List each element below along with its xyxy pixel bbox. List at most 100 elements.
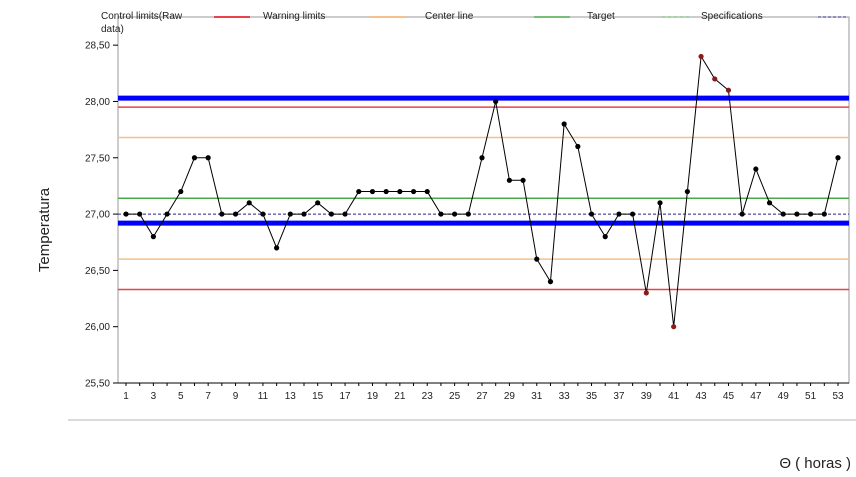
data-point	[493, 98, 499, 105]
data-point	[191, 155, 198, 161]
data-point	[356, 188, 362, 195]
data-point	[424, 188, 430, 195]
data-point	[588, 211, 595, 217]
data-point	[410, 188, 417, 195]
data-point	[465, 211, 471, 217]
legend-text-center: Center line	[425, 11, 474, 22]
data-point	[137, 211, 143, 217]
x-tick-label: 5	[178, 391, 184, 402]
x-tick-label: 35	[586, 391, 598, 402]
data-point	[753, 166, 759, 172]
x-tick-label: 19	[367, 391, 379, 402]
x-tick-label: 41	[668, 391, 680, 402]
x-tick-label: 11	[258, 391, 269, 402]
x-tick-label: 1	[123, 391, 129, 402]
data-point	[232, 211, 239, 217]
x-tick-label: 23	[422, 391, 434, 402]
x-tick-label: 21	[394, 391, 406, 402]
x-tick-label: 31	[531, 391, 543, 402]
x-tick-label: 51	[805, 391, 817, 402]
data-point	[684, 188, 690, 195]
data-point-out-of-control	[712, 76, 718, 82]
data-point	[616, 211, 622, 217]
data-point	[397, 188, 403, 195]
x-axis-ticks: 1 3 5 7 9 11 13 15 17 19 21 23 25 27 29 31 33 35 37 39 41 43 4…	[123, 383, 844, 402]
x-tick-label: 45	[723, 391, 735, 402]
data-point	[520, 177, 526, 183]
data-point	[506, 177, 512, 183]
y-tick-label: 27,00	[85, 210, 110, 221]
x-tick-label: 7	[205, 391, 211, 402]
x-tick-label: 13	[285, 391, 297, 402]
data-point	[342, 211, 348, 217]
plot-area	[117, 16, 850, 384]
data-point	[246, 200, 252, 206]
legend-text-control: Control limits(Raw	[101, 11, 183, 22]
data-point	[808, 211, 814, 217]
data-point-out-of-control	[698, 53, 704, 60]
x-tick-label: 49	[778, 391, 790, 402]
data-point	[780, 211, 786, 217]
data-point	[178, 188, 184, 195]
data-point	[794, 211, 800, 217]
data-point	[328, 211, 334, 217]
data-point-out-of-control	[725, 87, 732, 93]
x-tick-label: 17	[340, 391, 352, 402]
x-tick-label: 15	[312, 391, 324, 402]
data-point	[369, 188, 376, 195]
x-tick-label: 33	[559, 391, 571, 402]
data-point	[438, 211, 444, 217]
x-axis-title: Θ ( horas )	[779, 455, 851, 472]
x-tick-label: 37	[613, 391, 625, 402]
data-point	[561, 121, 567, 127]
data-point	[219, 211, 225, 217]
data-point	[315, 200, 321, 206]
legend-text-warning: Warning limits	[263, 11, 325, 22]
x-tick-label: 27	[476, 391, 488, 402]
y-axis-ticks: 25,50 26,00 26,50 27,00 27,50 28,00 28,50	[85, 41, 118, 390]
data-point	[835, 155, 841, 161]
x-tick-label: 39	[641, 391, 653, 402]
legend-text-spec: Specifications	[701, 11, 763, 22]
data-point	[260, 211, 266, 217]
data-series	[123, 53, 841, 330]
y-axis-title: Temperatura	[36, 187, 53, 272]
y-tick-label: 25,50	[85, 379, 110, 390]
x-tick-label: 29	[504, 391, 516, 402]
data-point	[123, 211, 129, 217]
data-point	[534, 256, 540, 262]
y-tick-label: 28,50	[85, 41, 110, 52]
data-point	[274, 245, 280, 251]
y-tick-label: 26,50	[85, 266, 110, 277]
data-point	[479, 155, 485, 161]
y-tick-label: 28,00	[85, 97, 110, 108]
x-tick-label: 53	[832, 391, 844, 402]
data-point	[164, 211, 170, 217]
data-point	[150, 234, 156, 240]
data-point	[575, 143, 581, 150]
legend-text-control-cont: data)	[101, 24, 124, 35]
reference-lines	[118, 95, 849, 291]
data-point	[602, 234, 608, 240]
data-point	[547, 279, 554, 285]
y-tick-label: 27,50	[85, 153, 110, 164]
data-point	[205, 155, 211, 161]
x-tick-label: 43	[696, 391, 708, 402]
data-point-out-of-control	[671, 324, 677, 330]
data-point	[739, 211, 745, 217]
data-point	[657, 200, 663, 206]
x-tick-label: 47	[750, 391, 762, 402]
legend: Control limits(Raw data) Warning limits …	[101, 11, 848, 35]
data-point	[383, 188, 389, 195]
data-point	[301, 211, 307, 217]
x-tick-label: 3	[151, 391, 157, 402]
x-tick-label: 9	[233, 391, 239, 402]
data-point	[821, 211, 827, 217]
legend-text-target: Target	[587, 11, 615, 22]
data-point	[287, 211, 293, 217]
data-point	[766, 200, 773, 206]
y-tick-label: 26,00	[85, 322, 110, 333]
data-point	[630, 211, 636, 217]
data-point-out-of-control	[643, 290, 649, 296]
